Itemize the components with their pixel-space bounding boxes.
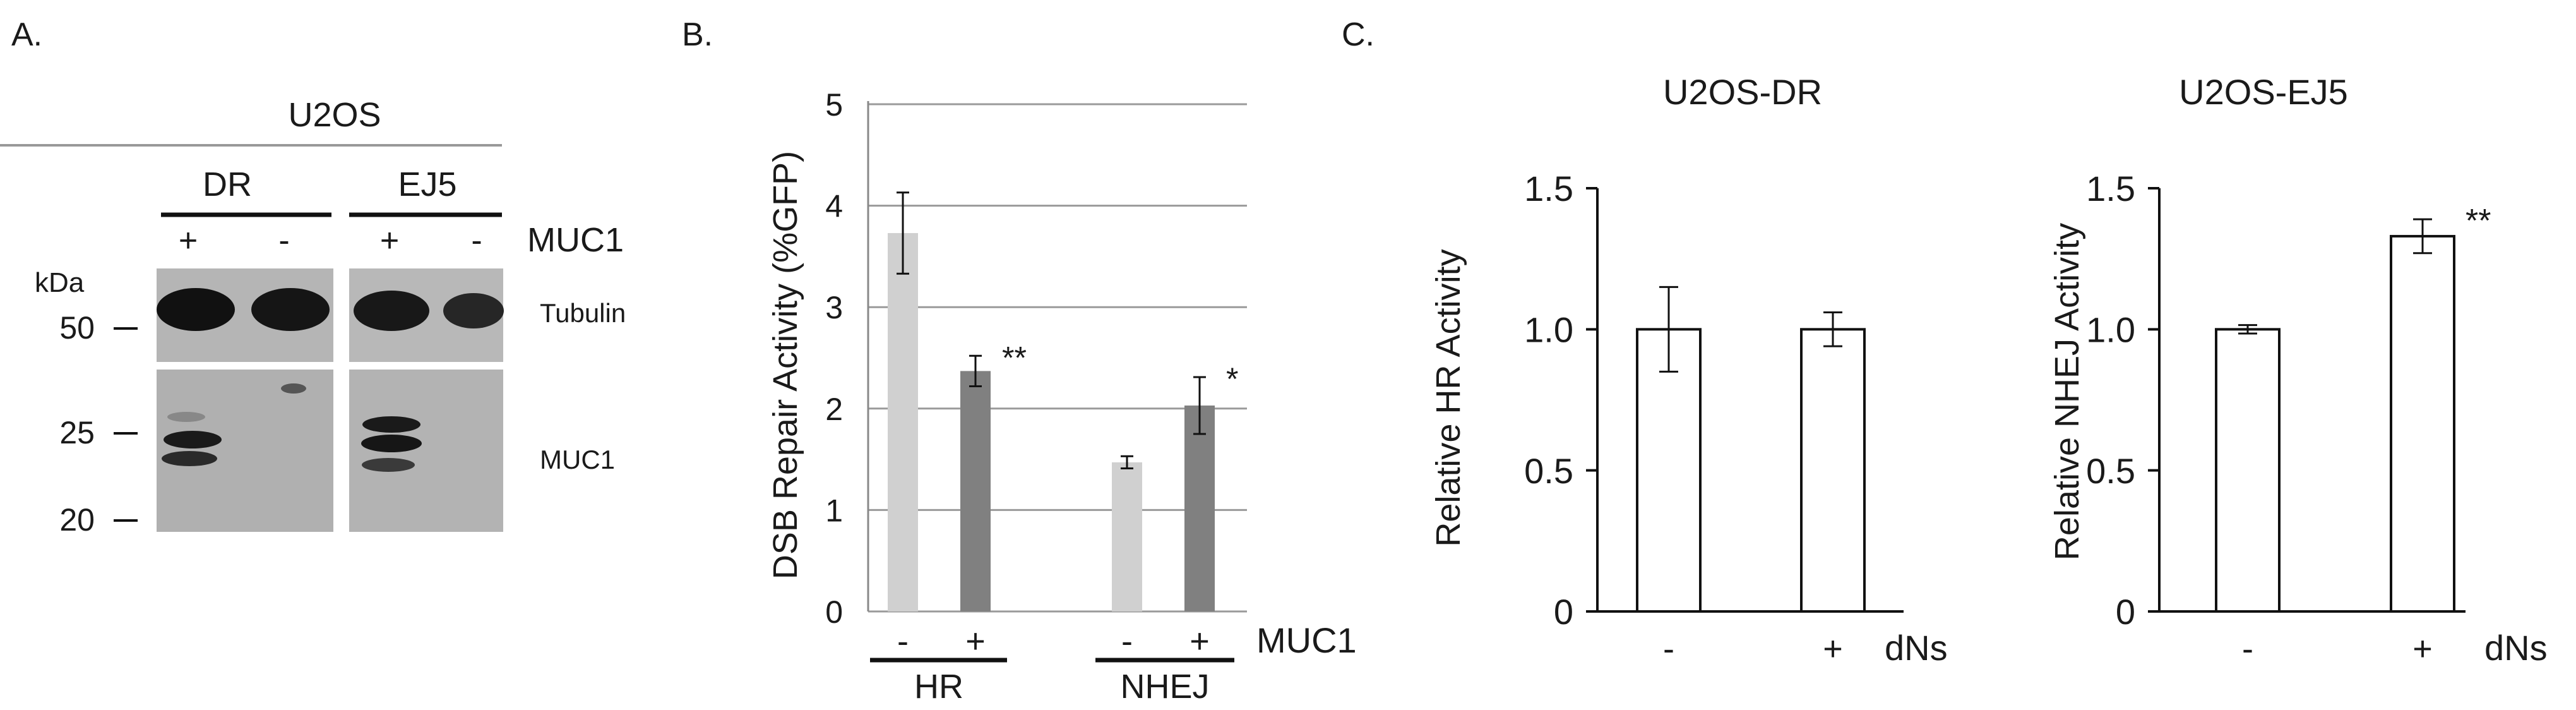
x-tick-label: + — [1190, 622, 1210, 660]
panel-b-label: B. — [682, 16, 713, 53]
blot-muc1-left — [157, 370, 333, 532]
lane-label-2: - — [278, 222, 289, 259]
band-muc1-dr-upper — [164, 431, 222, 448]
band-muc1-ej5-upper — [362, 416, 420, 433]
y-tick-label: 1.0 — [2086, 310, 2135, 349]
marker-20: 20 — [59, 502, 95, 538]
panel-c-ej5-y-ticks: 0 0.5 1.0 1.5 — [2086, 169, 2159, 632]
band-label-tubulin: Tubulin — [540, 298, 626, 328]
y-tick-label: 5 — [825, 87, 843, 123]
y-tick-label: 1.0 — [1524, 310, 1573, 349]
panel-c-ej5-ylabel: Relative NHEJ Activity — [2048, 223, 2086, 560]
band-label-muc1: MUC1 — [540, 445, 615, 474]
bar — [1112, 462, 1142, 611]
panel-c-dr-ylabel: Relative HR Activity — [1429, 249, 1467, 546]
band-tubulin-4 — [443, 293, 504, 328]
band-muc1-speck — [281, 383, 306, 394]
y-tick-label: 0.5 — [2086, 451, 2135, 491]
panel-b-y-tick-labels: 0 1 2 3 4 5 — [825, 87, 843, 630]
panel-a-label: A. — [11, 16, 42, 53]
band-tubulin-2 — [251, 288, 330, 331]
y-tick-label: 2 — [825, 392, 843, 427]
muc1-row-label: MUC1 — [527, 221, 624, 259]
cell-line-label: U2OS — [288, 96, 381, 134]
x-tick-label: - — [1663, 630, 1674, 668]
blot-muc1-right — [349, 370, 503, 532]
y-tick-label: 0 — [825, 594, 843, 630]
y-tick-label: 0 — [1554, 592, 1573, 632]
x-tick-label: + — [965, 622, 986, 660]
y-tick-label: 3 — [825, 290, 843, 325]
bar — [1800, 328, 1866, 613]
significance-label: ** — [1002, 340, 1027, 375]
bar — [2215, 328, 2281, 613]
x-tick-label: - — [1121, 622, 1133, 660]
band-muc1-ej5-mid — [361, 435, 422, 452]
panel-c-dr-title: U2OS-DR — [1663, 72, 1822, 112]
band-muc1-ej5-lower — [362, 458, 415, 472]
y-tick-label: 1.5 — [2086, 169, 2135, 208]
panel-c-ej5-x-tick-labels: - + — [2242, 630, 2433, 668]
marker-25: 25 — [59, 415, 95, 450]
group-label-dr: DR — [203, 165, 252, 203]
panel-c-ej5-condition-label: dNs — [2484, 628, 2548, 668]
y-tick-label: 0 — [2116, 592, 2135, 632]
panel-c-dr-condition-label: dNs — [1885, 628, 1948, 668]
band-muc1-dr-lower — [162, 451, 217, 466]
y-tick-label: 1 — [825, 493, 843, 528]
panel-b-x-tick-labels: - + - + — [897, 622, 1210, 660]
panel-c: C. U2OS-DR Relative HR Activity 0 0.5 1.0 1… — [1342, 16, 2548, 668]
significance-label: ** — [2466, 203, 2491, 239]
panel-b-bars: *** — [888, 191, 1238, 611]
x-tick-label: + — [1823, 630, 1843, 668]
band-tubulin-1 — [157, 288, 235, 331]
x-tick-label: - — [897, 622, 909, 660]
y-tick-label: 4 — [825, 189, 843, 224]
y-tick-label: 1.5 — [1524, 169, 1573, 208]
lane-label-3: + — [380, 222, 399, 259]
panel-c-dr-bars — [1636, 286, 1866, 613]
panel-c-ej5-bars: ** — [2215, 203, 2491, 613]
x-tick-label: + — [2412, 630, 2433, 668]
panel-c-ej5-title: U2OS-EJ5 — [2179, 72, 2348, 112]
panel-b-condition-label: MUC1 — [1256, 620, 1357, 660]
bar — [2390, 234, 2455, 613]
panel-c-dr-y-ticks: 0 0.5 1.0 1.5 — [1524, 169, 1597, 632]
panel-a: A. U2OS DR EJ5 + - + - MUC1 kDa 50 — [0, 16, 626, 538]
panel-b-ylabel: DSB Repair Activity (%GFP) — [766, 151, 804, 579]
group-label-hr: HR — [914, 668, 963, 706]
group-label-ej5: EJ5 — [398, 165, 456, 203]
panel-c-label: C. — [1342, 16, 1374, 53]
band-tubulin-3 — [354, 291, 429, 331]
group-label-nhej: NHEJ — [1120, 668, 1209, 706]
x-tick-label: - — [2242, 630, 2253, 668]
bar — [960, 371, 991, 611]
significance-label: * — [1226, 361, 1238, 397]
y-tick-label: 0.5 — [1524, 451, 1573, 491]
kda-label: kDa — [35, 267, 85, 298]
marker-50: 50 — [59, 310, 95, 346]
panel-b-gridlines — [868, 103, 1247, 613]
band-muc1-dr-faint — [167, 412, 205, 422]
lane-label-1: + — [179, 222, 198, 259]
panel-c-dr-x-tick-labels: - + — [1663, 630, 1843, 668]
bar — [888, 232, 918, 611]
bar — [1184, 405, 1215, 611]
lane-label-4: - — [471, 222, 482, 259]
